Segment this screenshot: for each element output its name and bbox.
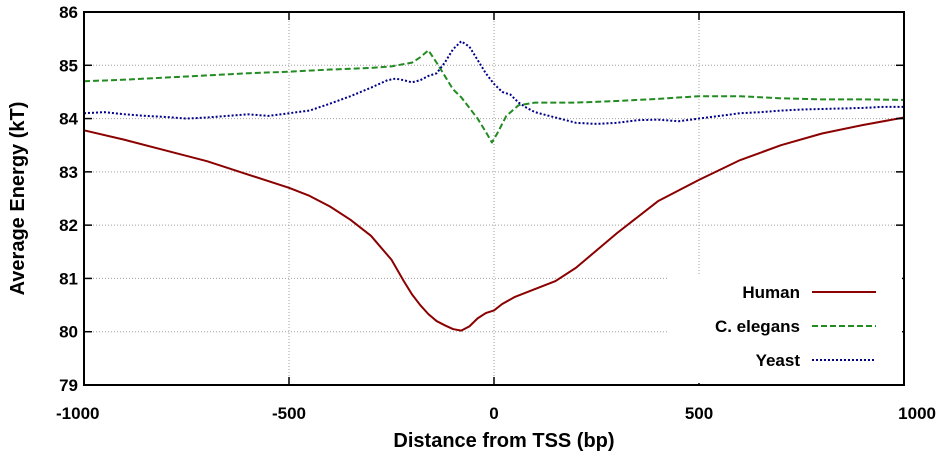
axis-ticks <box>83 11 905 386</box>
tick-labels: 79 80 81 82 83 84 85 86 -1000 -500 0 500 1000 <box>56 3 936 423</box>
y-tick-label: 85 <box>59 56 78 75</box>
series-lines <box>83 40 905 332</box>
x-tick-label: -500 <box>272 404 306 423</box>
legend-label-yeast: Yeast <box>756 351 801 370</box>
y-tick-label: 80 <box>59 323 78 342</box>
y-tick-label: 81 <box>59 269 78 288</box>
x-tick-label: -1000 <box>56 404 99 423</box>
legend-label-c-elegans: C. elegans <box>715 317 800 336</box>
legend: Human C. elegans Yeast <box>668 275 902 383</box>
series-line-yeast <box>83 40 904 125</box>
x-axis-title: Distance from TSS (bp) <box>393 430 614 452</box>
y-tick-label: 83 <box>59 163 78 182</box>
legend-label-human: Human <box>742 283 800 302</box>
y-tick-label: 84 <box>59 110 78 129</box>
x-tick-label: 1000 <box>898 404 936 423</box>
series-line-c-elegans <box>83 49 905 144</box>
y-tick-label: 79 <box>59 376 78 395</box>
grid <box>84 12 904 385</box>
x-tick-label: 500 <box>685 404 713 423</box>
y-axis-title: Average Energy (kT) <box>7 102 29 296</box>
y-tick-label: 82 <box>59 216 78 235</box>
x-tick-label: 0 <box>489 404 498 423</box>
series-line-human <box>83 116 905 332</box>
y-tick-label: 86 <box>59 3 78 22</box>
